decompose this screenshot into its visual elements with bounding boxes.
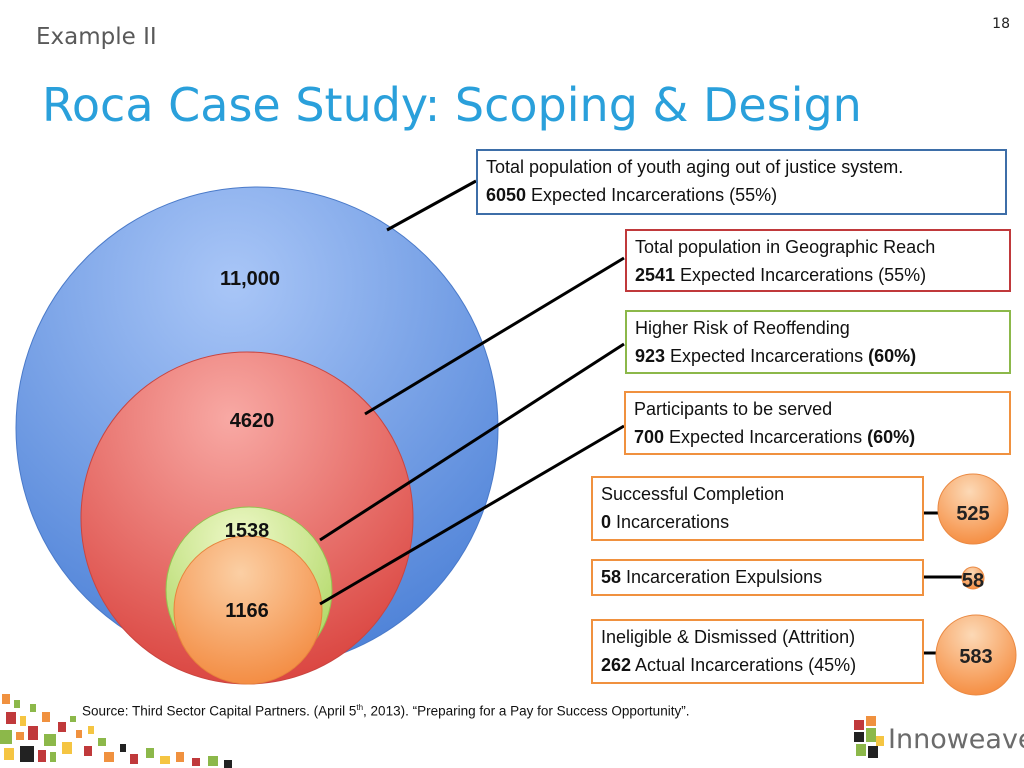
box-successful-completion: Successful Completion 0 Incarcerations	[591, 476, 924, 541]
box-success-line2: 0 Incarcerations	[601, 508, 914, 536]
slide-subtitle: Example II	[36, 24, 157, 50]
bubble-583	[935, 614, 1017, 696]
box-participants-text: Expected Incarcerations	[664, 427, 868, 447]
box-success-line1: Successful Completion	[601, 484, 785, 504]
box-youth-number: 6050	[486, 185, 527, 205]
innoweave-logo: Innoweave	[852, 714, 1024, 764]
circle-label-4620: 4620	[230, 410, 275, 432]
source-citation: Source: Third Sector Capital Partners. (…	[82, 703, 689, 719]
bubble-label-58: 58	[962, 570, 984, 592]
connector-line-risk	[319, 342, 625, 542]
box-success-text: Incarcerations	[611, 512, 730, 532]
box-participants-number: 700	[634, 427, 665, 447]
circle-1166	[173, 535, 323, 685]
circle-label-11000: 11,000	[220, 268, 280, 290]
bubble-58	[961, 566, 985, 590]
source-superscript: th	[356, 703, 364, 712]
box-geographic-reach: Total population in Geographic Reach 254…	[625, 229, 1011, 292]
box-expulsions-line: 58 Incarceration Expulsions	[601, 563, 914, 591]
source-prefix: Source: Third Sector Capital Partners. (…	[82, 703, 357, 719]
bubble-label-525: 525	[956, 503, 989, 525]
box-geo-text: Expected Incarcerations (55%)	[675, 265, 927, 285]
box-geo-line1: Total population in Geographic Reach	[635, 237, 936, 257]
box-ineligible-dismissed: Ineligible & Dismissed (Attrition) 262 A…	[591, 619, 924, 684]
logo-text: Innoweave	[888, 724, 1024, 755]
box-higher-risk: Higher Risk of Reoffending 923 Expected …	[625, 310, 1011, 374]
slide-title: Roca Case Study: Scoping & Design	[42, 78, 862, 132]
box-youth-line2: 6050 Expected Incarcerations (55%)	[486, 181, 997, 209]
decorative-corner-pattern	[0, 694, 232, 768]
box-ineligible-number: 262	[601, 655, 632, 675]
box-ineligible-text: Actual Incarcerations (45%)	[631, 655, 857, 675]
box-risk-number: 923	[635, 346, 666, 366]
box-youth-population: Total population of youth aging out of j…	[476, 149, 1007, 215]
circle-label-1166: 1166	[225, 600, 268, 622]
box-participants: Participants to be served 700 Expected I…	[624, 391, 1011, 455]
box-geo-number: 2541	[635, 265, 676, 285]
circle-label-1538: 1538	[225, 520, 270, 542]
box-risk-text: Expected Incarcerations	[665, 346, 869, 366]
box-expulsions-text: Incarceration Expulsions	[621, 567, 823, 587]
box-risk-line1: Higher Risk of Reoffending	[635, 318, 850, 338]
box-participants-line1: Participants to be served	[634, 399, 833, 419]
box-youth-text: Expected Incarcerations (55%)	[526, 185, 778, 205]
box-expulsions: 58 Incarceration Expulsions	[591, 559, 924, 596]
connector-line-participants	[319, 424, 625, 606]
box-ineligible-line2: 262 Actual Incarcerations (45%)	[601, 651, 914, 679]
decorative-blocks	[0, 694, 232, 768]
innoweave-logo-mark	[854, 716, 884, 758]
connector-line-geo	[364, 256, 625, 416]
box-youth-line1: Total population of youth aging out of j…	[486, 157, 904, 177]
box-participants-line2: 700 Expected Incarcerations (60%)	[634, 423, 1001, 451]
box-geo-line2: 2541 Expected Incarcerations (55%)	[635, 261, 1001, 289]
box-participants-percent: (60%)	[867, 427, 916, 447]
slide-number: 18	[992, 16, 1010, 32]
source-suffix: , 2013). “Preparing for a Pay for Succes…	[363, 703, 690, 719]
box-success-number: 0	[601, 512, 612, 532]
bubble-label-583: 583	[959, 646, 992, 668]
box-ineligible-line1: Ineligible & Dismissed (Attrition)	[601, 627, 856, 647]
connector-line-youth	[386, 179, 477, 232]
box-risk-line2: 923 Expected Incarcerations (60%)	[635, 342, 1001, 370]
box-risk-percent: (60%)	[868, 346, 917, 366]
box-expulsions-number: 58	[601, 567, 622, 587]
bubble-525	[937, 473, 1009, 545]
